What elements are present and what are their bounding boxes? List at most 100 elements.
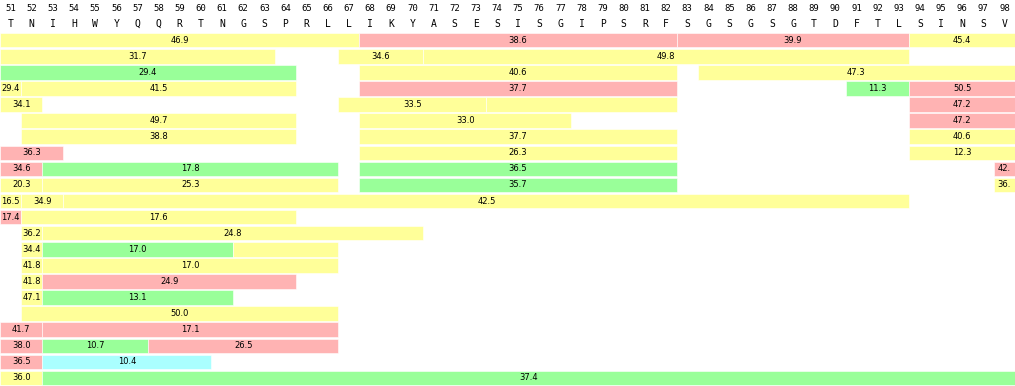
Bar [43, 322, 338, 337]
Text: 26.5: 26.5 [233, 341, 253, 350]
Text: I: I [367, 19, 373, 29]
Bar [0, 322, 43, 337]
Bar [21, 290, 43, 305]
Text: 16.5: 16.5 [1, 196, 20, 205]
Text: 97: 97 [977, 3, 989, 12]
Text: 56: 56 [111, 3, 122, 12]
Bar [909, 129, 1015, 144]
Text: G: G [557, 19, 563, 29]
Text: S: S [727, 19, 733, 29]
Text: 36.: 36. [998, 181, 1011, 190]
Text: 50.0: 50.0 [171, 309, 189, 318]
Text: 73: 73 [470, 3, 481, 12]
Bar [0, 210, 21, 224]
Text: 37.7: 37.7 [509, 84, 528, 93]
Text: 98: 98 [999, 3, 1010, 12]
Text: G: G [790, 19, 796, 29]
Bar [0, 194, 21, 208]
Text: 12.3: 12.3 [953, 148, 971, 157]
Bar [359, 33, 677, 47]
Text: 57: 57 [132, 3, 143, 12]
Bar [43, 290, 232, 305]
Bar [43, 371, 1015, 385]
Bar [21, 226, 43, 240]
Text: 36.2: 36.2 [22, 229, 41, 238]
Text: 94: 94 [915, 3, 926, 12]
Text: 24.9: 24.9 [160, 277, 179, 286]
Bar [359, 65, 677, 80]
Text: 70: 70 [407, 3, 418, 12]
Text: 40.6: 40.6 [953, 132, 971, 141]
Text: 36.5: 36.5 [12, 357, 30, 366]
Bar [21, 194, 63, 208]
Text: 47.1: 47.1 [22, 293, 41, 302]
Text: R: R [642, 19, 648, 29]
Text: 40.6: 40.6 [509, 68, 528, 77]
Text: L: L [325, 19, 331, 29]
Text: 49.7: 49.7 [149, 116, 167, 125]
Text: 24.8: 24.8 [223, 229, 242, 238]
Text: I: I [50, 19, 56, 29]
Text: T: T [811, 19, 817, 29]
Text: Y: Y [114, 19, 119, 29]
Text: 83: 83 [682, 3, 692, 12]
Text: 51: 51 [5, 3, 16, 12]
Bar [21, 306, 338, 321]
Text: S: S [262, 19, 267, 29]
Text: 80: 80 [618, 3, 629, 12]
Text: 10.4: 10.4 [118, 357, 136, 366]
Bar [994, 178, 1015, 192]
Bar [909, 33, 1015, 47]
Bar [423, 49, 909, 64]
Text: 69: 69 [386, 3, 397, 12]
Text: S: S [494, 19, 499, 29]
Text: R: R [303, 19, 310, 29]
Bar [909, 113, 1015, 128]
Text: 67: 67 [343, 3, 354, 12]
Text: T: T [875, 19, 880, 29]
Text: 76: 76 [534, 3, 545, 12]
Bar [232, 242, 338, 257]
Text: 38.8: 38.8 [149, 132, 167, 141]
Bar [43, 242, 232, 257]
Text: 34.9: 34.9 [33, 196, 52, 205]
Text: 45.4: 45.4 [953, 36, 971, 45]
Text: S: S [452, 19, 458, 29]
Text: 17.0: 17.0 [181, 261, 200, 270]
Text: 64: 64 [280, 3, 291, 12]
Text: N: N [28, 19, 35, 29]
Text: 71: 71 [428, 3, 438, 12]
Text: 49.8: 49.8 [657, 52, 675, 61]
Text: 34.6: 34.6 [12, 164, 30, 173]
Text: 41.7: 41.7 [12, 325, 30, 334]
Bar [486, 97, 677, 112]
Text: 34.1: 34.1 [12, 100, 30, 109]
Text: G: G [241, 19, 246, 29]
Bar [43, 274, 296, 289]
Text: 53: 53 [48, 3, 58, 12]
Text: 29.4: 29.4 [139, 68, 157, 77]
Bar [21, 210, 296, 224]
Text: P: P [600, 19, 606, 29]
Bar [0, 49, 275, 64]
Bar [0, 355, 43, 369]
Text: I: I [938, 19, 944, 29]
Text: 38.0: 38.0 [12, 341, 30, 350]
Bar [43, 258, 338, 273]
Text: 41.8: 41.8 [22, 261, 41, 270]
Text: 75: 75 [513, 3, 524, 12]
Text: D: D [832, 19, 838, 29]
Text: S: S [536, 19, 542, 29]
Text: 55: 55 [89, 3, 100, 12]
Text: T: T [8, 19, 13, 29]
Text: 33.5: 33.5 [403, 100, 421, 109]
Text: Q: Q [155, 19, 161, 29]
Text: 10.7: 10.7 [86, 341, 105, 350]
Text: 36.0: 36.0 [12, 374, 30, 383]
Text: 90: 90 [830, 3, 840, 12]
Text: 72: 72 [450, 3, 460, 12]
Text: 85: 85 [724, 3, 735, 12]
Text: 17.6: 17.6 [149, 213, 167, 222]
Text: 88: 88 [788, 3, 799, 12]
Text: T: T [198, 19, 204, 29]
